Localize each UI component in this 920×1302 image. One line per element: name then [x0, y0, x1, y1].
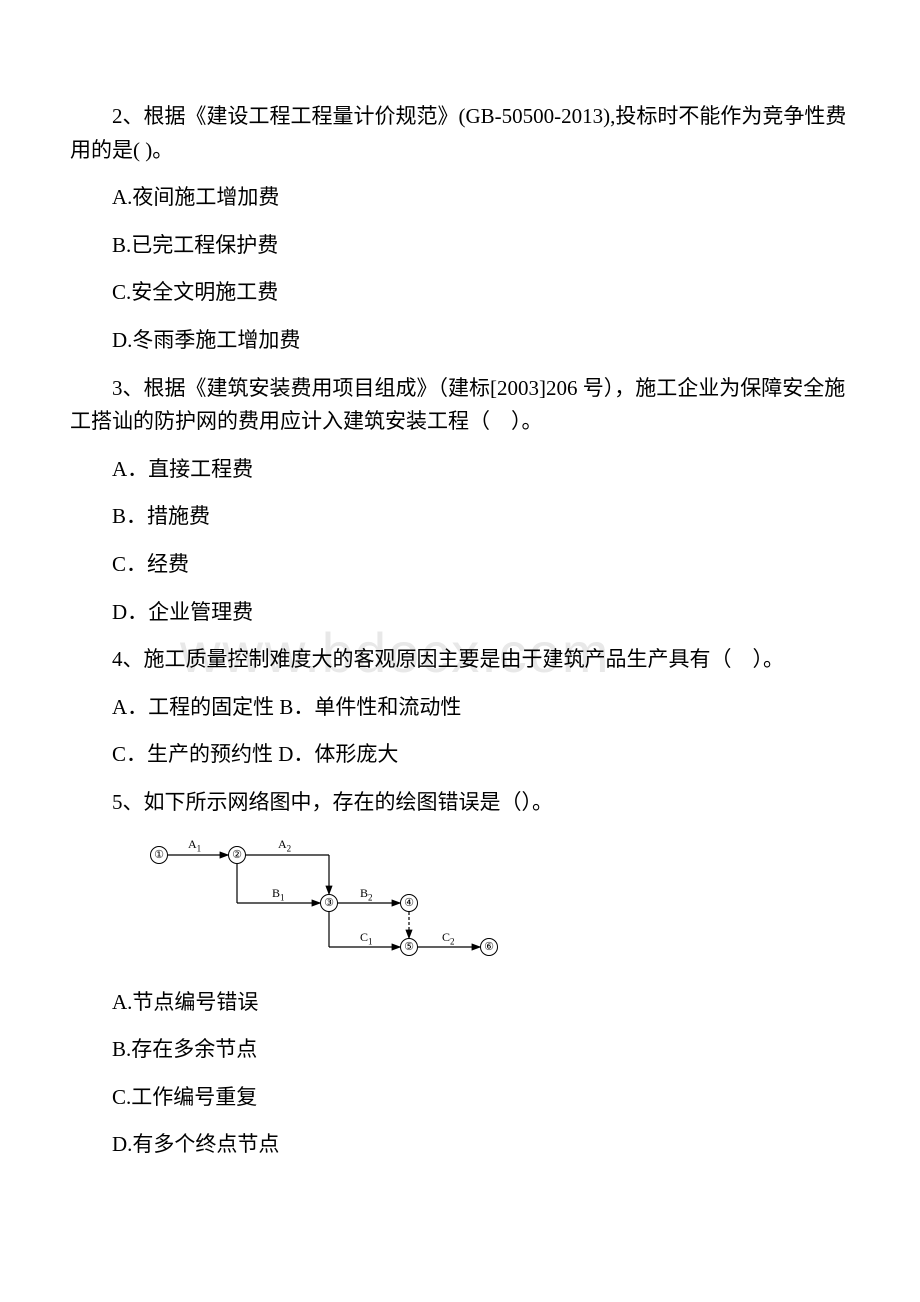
q2-option-b: B.已完工程保护费 — [70, 229, 850, 263]
diagram-node: ① — [150, 846, 168, 864]
q4-option-cd: C．生产的预约性 D．体形庞大 — [70, 738, 850, 772]
diagram-edge-label: B2 — [360, 886, 373, 902]
q3-text: 3、根据《建筑安装费用项目组成》（建标[2003]206 号），施工企业为保障安… — [70, 372, 850, 439]
diagram-edge-label: B1 — [272, 886, 285, 902]
diagram-node: ② — [228, 846, 246, 864]
q5-text: 5、如下所示网络图中，存在的绘图错误是（）。 — [70, 786, 850, 820]
q3-option-b: B．措施费 — [70, 500, 850, 534]
diagram-node: ⑤ — [400, 938, 418, 956]
network-diagram: ① ② ③ ④ ⑤ ⑥ A1 A2 B1 B2 C1 C2 — [150, 838, 510, 968]
q2-text: 2、根据《建设工程工程量计价规范》(GB-50500-2013),投标时不能作为… — [70, 100, 850, 167]
question-5: 5、如下所示网络图中，存在的绘图错误是（）。 ① ② ③ ④ ⑤ ⑥ A1 A2 B1 B2 C1 C… — [70, 786, 850, 1162]
q3-option-c: C．经费 — [70, 548, 850, 582]
q5-option-b: B.存在多余节点 — [70, 1033, 850, 1067]
q2-option-d: D.冬雨季施工增加费 — [70, 324, 850, 358]
q2-option-a: A.夜间施工增加费 — [70, 181, 850, 215]
question-3: 3、根据《建筑安装费用项目组成》（建标[2003]206 号），施工企业为保障安… — [70, 372, 850, 630]
diagram-edge-label: C2 — [442, 930, 455, 946]
diagram-edge-label: A2 — [278, 837, 291, 853]
q5-option-d: D.有多个终点节点 — [70, 1128, 850, 1162]
diagram-edge-label: A1 — [188, 837, 201, 853]
diagram-node: ③ — [320, 894, 338, 912]
q3-option-a: A．直接工程费 — [70, 453, 850, 487]
q4-option-ab: A．工程的固定性 B．单件性和流动性 — [70, 691, 850, 725]
q4-text: 4、施工质量控制难度大的客观原因主要是由于建筑产品生产具有（ ）。 — [70, 643, 850, 677]
question-2: 2、根据《建设工程工程量计价规范》(GB-50500-2013),投标时不能作为… — [70, 100, 850, 358]
question-4: 4、施工质量控制难度大的客观原因主要是由于建筑产品生产具有（ ）。 A．工程的固… — [70, 643, 850, 772]
diagram-edge-label: C1 — [360, 930, 373, 946]
q3-option-d: D．企业管理费 — [70, 596, 850, 630]
network-diagram-container: ① ② ③ ④ ⑤ ⑥ A1 A2 B1 B2 C1 C2 — [150, 838, 850, 968]
q5-option-a: A.节点编号错误 — [70, 986, 850, 1020]
diagram-node: ④ — [400, 894, 418, 912]
diagram-node: ⑥ — [480, 938, 498, 956]
q5-option-c: C.工作编号重复 — [70, 1081, 850, 1115]
q2-option-c: C.安全文明施工费 — [70, 276, 850, 310]
